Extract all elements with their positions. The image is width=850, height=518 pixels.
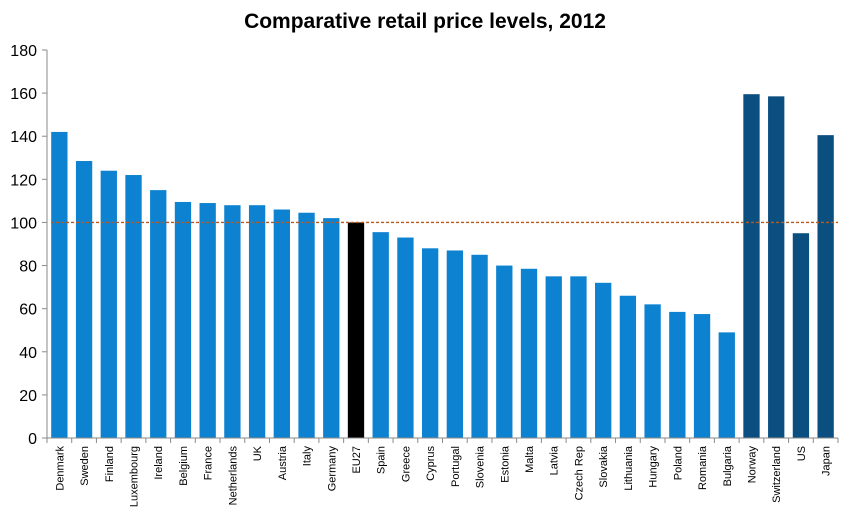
x-tick-label: Norway xyxy=(746,446,758,484)
x-tick-label: Latvia xyxy=(549,445,561,475)
bar-uk xyxy=(248,205,266,438)
bar-norway xyxy=(743,94,760,438)
x-tick-label: EU27 xyxy=(351,446,363,474)
x-tick-label: Italy xyxy=(302,446,314,467)
bar-sweden xyxy=(75,161,93,438)
bar-italy xyxy=(298,212,315,438)
x-tick-label: Finland xyxy=(104,446,116,482)
bar-poland xyxy=(669,311,686,438)
x-tick-label: Greece xyxy=(400,446,412,482)
bar-bulgaria xyxy=(718,332,735,438)
bar-slovenia xyxy=(471,254,488,438)
bar-portugal xyxy=(446,250,464,438)
y-tick-label: 120 xyxy=(10,172,37,189)
bar-austria xyxy=(273,209,290,438)
bar-malta xyxy=(520,268,538,438)
bar-netherlands xyxy=(224,205,241,438)
x-tick-label: Czech Rep xyxy=(573,446,585,500)
bar-denmark xyxy=(51,131,68,438)
bar-belgium xyxy=(174,201,192,438)
y-tick-label: 0 xyxy=(28,431,37,448)
x-tick-label: Spain xyxy=(376,446,388,474)
bar-lithuania xyxy=(619,295,637,438)
x-tick-label: Bulgaria xyxy=(722,445,734,486)
axes xyxy=(46,50,839,443)
bar-eu27 xyxy=(347,222,365,438)
bar-cyprus xyxy=(421,248,439,438)
bar-japan xyxy=(817,135,834,438)
bar-slovakia xyxy=(595,282,612,438)
bar-romania xyxy=(693,314,711,438)
x-tick-label: Cyprus xyxy=(425,446,437,481)
x-tick-label: Estonia xyxy=(499,445,511,483)
x-tick-label: Ireland xyxy=(153,446,165,480)
y-tick-label: 140 xyxy=(10,129,37,146)
x-tick-label: Slovenia xyxy=(475,445,487,488)
chart-title: Comparative retail price levels, 2012 xyxy=(244,10,606,33)
x-tick-label: Austria xyxy=(277,445,289,480)
x-tick-label: Slovakia xyxy=(598,445,610,487)
x-tick-label: Lithuania xyxy=(623,445,635,491)
x-tick-label: Netherlands xyxy=(227,446,239,506)
x-tick-label: Germany xyxy=(326,446,338,492)
y-tick-label: 160 xyxy=(10,86,37,103)
y-tick-label: 20 xyxy=(19,388,37,405)
bar-germany xyxy=(323,218,340,438)
y-axis-ticks: 0 20 40 60 80 100 120 140 160 180 xyxy=(10,43,47,448)
x-tick-label: Luxembourg xyxy=(129,446,141,507)
x-tick-label: Portugal xyxy=(450,446,462,487)
bar-switzerland xyxy=(768,96,785,438)
y-tick-label: 60 xyxy=(19,302,37,319)
x-tick-label: UK xyxy=(252,445,264,461)
bar-luxembourg xyxy=(125,175,142,438)
x-tick-label: US xyxy=(796,446,808,461)
x-tick-label: Hungary xyxy=(648,446,660,488)
y-tick-label: 80 xyxy=(19,259,37,276)
bar-spain xyxy=(372,232,389,438)
x-tick-label: Belgium xyxy=(178,446,190,486)
y-tick-label: 100 xyxy=(10,215,37,232)
bar-estonia xyxy=(496,265,513,438)
bar-us xyxy=(792,233,810,438)
x-tick-label: France xyxy=(203,446,215,480)
y-tick-label: 180 xyxy=(10,43,37,60)
bar-greece xyxy=(397,237,414,438)
bar-hungary xyxy=(644,304,661,438)
x-tick-label: Malta xyxy=(524,445,536,473)
bar-france xyxy=(199,203,216,438)
bar-czech-rep xyxy=(570,276,587,438)
x-tick-label: Japan xyxy=(821,446,833,476)
y-tick-label: 40 xyxy=(19,345,37,362)
bar-latvia xyxy=(545,276,562,438)
x-axis-labels: Denmark Sweden Finland Luxembourg Ireland Bel… xyxy=(54,445,832,507)
x-tick-label: Romania xyxy=(697,445,709,490)
x-tick-label: Switzerland xyxy=(771,446,783,503)
x-tick-label: Poland xyxy=(672,446,684,480)
bars xyxy=(51,94,834,438)
x-tick-label: Sweden xyxy=(79,446,91,486)
x-tick-label: Denmark xyxy=(54,446,66,491)
bar-ireland xyxy=(150,190,167,438)
bar-finland xyxy=(100,170,117,438)
